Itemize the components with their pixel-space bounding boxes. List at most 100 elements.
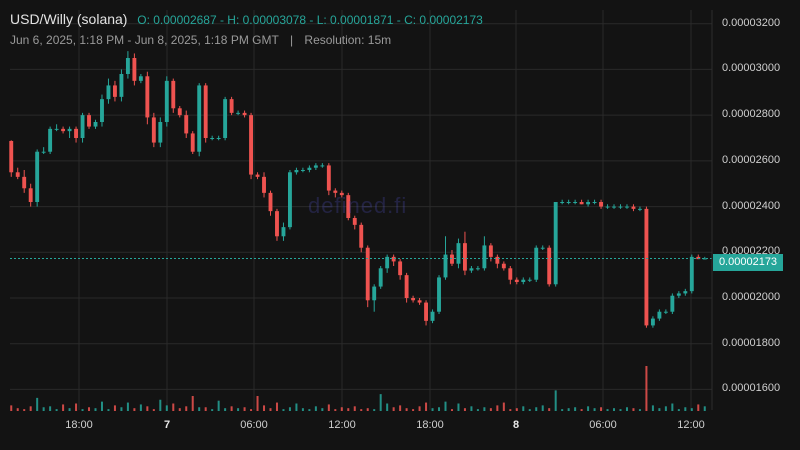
candle-body xyxy=(560,202,565,203)
candle-body xyxy=(547,247,552,285)
volume-bar xyxy=(68,408,71,411)
candle-body xyxy=(475,268,480,270)
volume-bar xyxy=(593,408,596,411)
volume-bar xyxy=(204,407,207,411)
candle-body xyxy=(501,263,506,269)
date-range: Jun 6, 2025, 1:18 PM - Jun 8, 2025, 1:18… xyxy=(10,33,279,47)
volume-bar xyxy=(165,405,168,411)
candle-body xyxy=(378,268,383,287)
time-tick-label: 7 xyxy=(163,419,171,431)
volume-bar xyxy=(191,396,194,411)
candle-body xyxy=(320,165,325,167)
candle-body xyxy=(644,208,649,326)
candle-body xyxy=(566,202,571,203)
volume-bar xyxy=(256,396,259,411)
candle-body xyxy=(22,176,27,189)
candle-body xyxy=(197,85,202,152)
candle-body xyxy=(132,58,137,81)
candle-body xyxy=(599,202,603,207)
time-tick-label: 06:00 xyxy=(240,419,268,431)
volume-bar xyxy=(159,399,162,411)
time-tick-label: 06:00 xyxy=(589,419,617,431)
volume-bar xyxy=(386,403,389,411)
volume-bar xyxy=(651,405,654,411)
candle-body xyxy=(352,218,357,225)
candle-body xyxy=(184,115,189,134)
volume-bar xyxy=(275,402,278,411)
candle-body xyxy=(398,261,403,276)
volume-bar xyxy=(62,404,65,411)
volume-bar xyxy=(463,408,466,411)
volume-bar xyxy=(431,408,434,411)
volume-bar xyxy=(489,408,492,411)
candle-body xyxy=(35,151,40,202)
candle-body xyxy=(463,243,467,271)
volume-bar xyxy=(515,408,518,411)
candle-body xyxy=(138,76,143,81)
volume-bar xyxy=(152,409,155,411)
ohlc-readout: O: 0.00002687 - H: 0.00003078 - L: 0.000… xyxy=(137,13,483,27)
candle-body xyxy=(61,128,66,132)
volume-bar xyxy=(405,408,408,411)
volume-bar xyxy=(392,407,395,411)
candle-body xyxy=(294,170,299,173)
candle-body xyxy=(67,128,72,132)
volume-bar xyxy=(587,406,590,411)
volume-bar xyxy=(36,397,39,411)
candle-body xyxy=(553,202,558,285)
candle-body xyxy=(288,172,292,228)
price-tick-label: 0.00001800 xyxy=(722,336,781,349)
volume-bar xyxy=(263,405,266,411)
candle-body xyxy=(605,206,610,208)
volume-bar xyxy=(677,409,680,411)
volume-bar xyxy=(528,409,531,411)
volume-bar xyxy=(49,406,52,411)
candle-body xyxy=(249,115,253,175)
volume-bar xyxy=(438,407,441,411)
candle-body xyxy=(372,286,377,301)
volume-bar xyxy=(548,408,551,411)
volume-bar xyxy=(55,409,58,411)
candle-body xyxy=(430,311,435,321)
candle-body xyxy=(508,268,513,280)
price-tick-label: 0.00003000 xyxy=(722,62,781,75)
candle-body xyxy=(514,279,519,282)
volume-bar xyxy=(470,406,473,411)
volume-bar xyxy=(379,394,382,411)
volume-bar xyxy=(632,408,635,411)
candle-body xyxy=(650,318,655,326)
volume-bar xyxy=(567,408,570,411)
volume-bar xyxy=(664,406,667,411)
volume-bar xyxy=(81,409,84,411)
volume-bar xyxy=(100,401,103,411)
volume-bar xyxy=(580,409,583,411)
volume-bar xyxy=(658,408,661,411)
volume-bar xyxy=(574,407,577,411)
volume-bar xyxy=(444,401,447,411)
candle-body xyxy=(307,167,312,170)
volume-bar xyxy=(314,406,317,411)
resolution-label[interactable]: Resolution: 15m xyxy=(304,33,392,47)
candle-body xyxy=(125,58,130,74)
volume-bar xyxy=(230,406,233,411)
volume-bar xyxy=(16,408,19,411)
volume-bar xyxy=(457,403,460,411)
volume-bar xyxy=(703,406,706,411)
volume-bar xyxy=(94,408,97,411)
candle-body xyxy=(177,108,182,116)
symbol-title[interactable]: USD/Willy (solana) xyxy=(10,11,128,27)
candle-body xyxy=(437,277,441,312)
volume-bar xyxy=(554,390,557,411)
volume-bar xyxy=(606,409,609,411)
volume-bar xyxy=(366,408,369,411)
candle-body xyxy=(404,275,409,298)
volume-bar xyxy=(217,400,220,411)
volume-bar xyxy=(295,403,298,411)
candle-body xyxy=(87,115,91,127)
volume-bar xyxy=(340,407,343,411)
candle-body xyxy=(676,293,681,296)
volume-bar xyxy=(224,408,227,411)
candle-body xyxy=(702,258,707,260)
volume-bar xyxy=(638,409,641,411)
